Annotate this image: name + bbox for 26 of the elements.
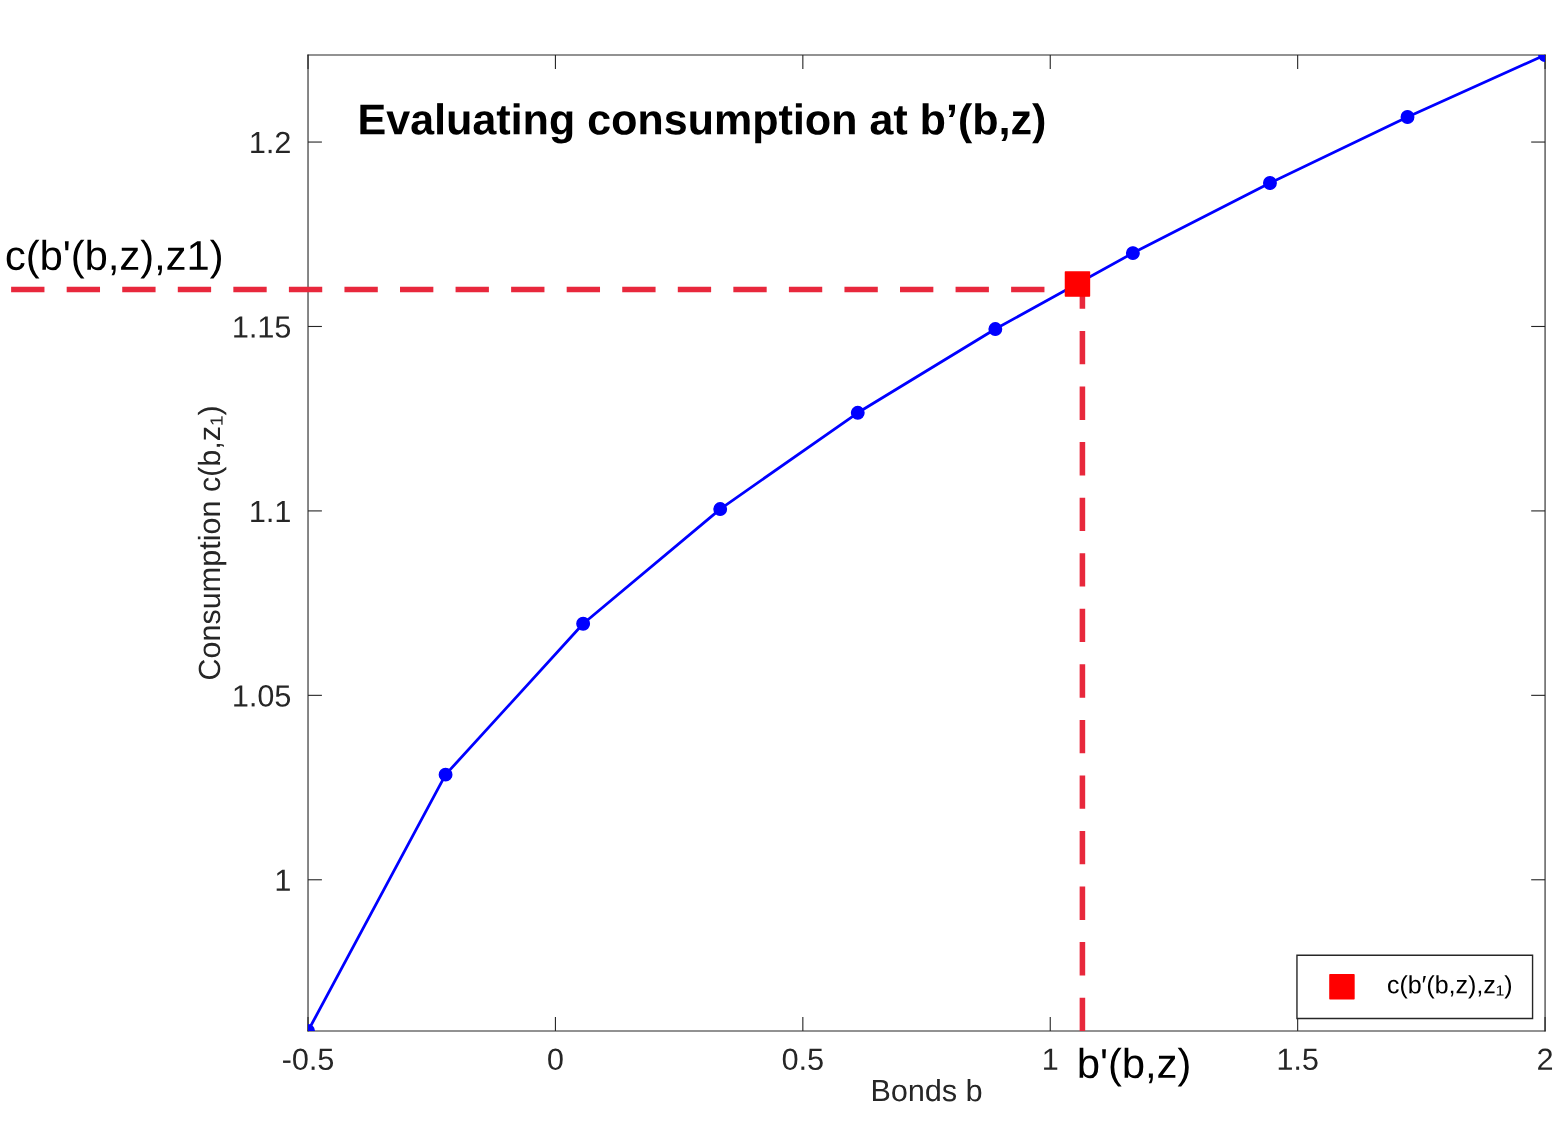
point <box>850 405 865 420</box>
x-tick-label: 1.5 <box>1278 1048 1318 1071</box>
y-tick-label: 1 <box>276 869 290 891</box>
ref-line-label: b'(b,z) <box>1079 1047 1189 1087</box>
y-tick-label: 1.1 <box>251 500 290 522</box>
point <box>713 502 728 517</box>
y-tick-label: 1.05 <box>234 685 291 707</box>
y-axis-title: Consumption c(b,z₁) <box>197 407 227 680</box>
point <box>1400 110 1415 124</box>
text: Evaluating consumption at b’(b,z) <box>360 103 1045 144</box>
legend-label: c(b′(b,z),z₁) <box>1388 975 1512 999</box>
x-tick-label: 2 <box>1538 1048 1553 1070</box>
x-tick-label: 0.5 <box>782 1048 823 1071</box>
x-axis-title: Bonds b <box>872 1078 982 1102</box>
x-tick-label: 1 <box>1044 1048 1058 1070</box>
point <box>438 767 453 782</box>
x-tick-label: -0.5 <box>283 1048 334 1071</box>
point <box>576 616 591 631</box>
point <box>1064 271 1091 297</box>
point <box>1263 176 1277 190</box>
x-tick-label: 0 <box>548 1048 563 1071</box>
ref-line-label: c(b'(b,z),z1) <box>6 239 221 279</box>
point <box>988 322 1003 337</box>
point <box>1125 246 1140 261</box>
y-tick-label: 1.15 <box>234 316 291 338</box>
y-tick-label: 1.2 <box>251 131 290 154</box>
